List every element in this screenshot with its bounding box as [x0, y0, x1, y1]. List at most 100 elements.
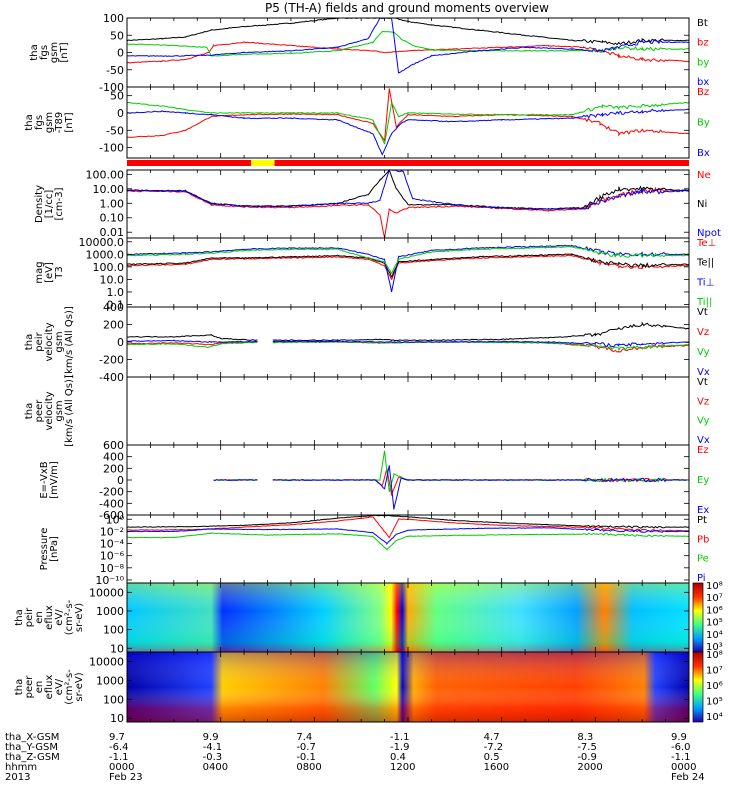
x-tick-label: 0000 [671, 762, 696, 773]
panel-frame [126, 376, 690, 446]
annotation-value: 9.9 [671, 732, 687, 743]
legend-entry: Te⊥ [696, 238, 716, 249]
y-tick-label: 10 [110, 642, 124, 655]
y-tick-label: 600 [103, 439, 124, 452]
y-axis-label-line: E=-VxB [39, 461, 50, 498]
date-label: Feb 24 [671, 772, 705, 783]
colorbar-tick-label: 10⁴ [706, 630, 723, 641]
y-tick-label: 10 [110, 712, 124, 725]
y-axis-label-line: sr-eV) [74, 672, 85, 701]
legend-entry: Vt [697, 377, 708, 388]
series-line-peir-velocity-Vx [126, 339, 689, 348]
y-axis-label-line: tha [24, 403, 35, 419]
y-axis-label-line: -T89 [54, 112, 65, 134]
legend-entry: Pe [697, 554, 709, 565]
y-tick-label: -200 [99, 354, 124, 367]
legend-entry: Vz [697, 327, 709, 338]
annotation-value: 4.7 [484, 732, 500, 743]
y-axis-label-line: fgs [39, 45, 50, 60]
y-tick-label: 1000.0 [86, 248, 125, 261]
annotation-row-label: 2013 [5, 772, 30, 783]
y-axis-label-line: [nPa] [49, 536, 60, 562]
y-axis-label-line: gsm [49, 42, 60, 63]
chart-title: P5 (TH-A) fields and ground moments over… [265, 1, 549, 15]
y-tick-label: 10⁻⁶ [100, 550, 125, 563]
legend-entry: by [697, 57, 709, 68]
y-tick-label: 100 [103, 693, 124, 706]
y-tick-label: -100 [99, 81, 124, 94]
y-axis-label-line: tha [14, 679, 25, 695]
legend-entry: Pt [697, 515, 707, 526]
colorbar-tick-label: 10⁶ [706, 681, 723, 692]
annotation-row-label: hhmm [5, 762, 37, 773]
series-line-temperature-Te⊥ [126, 254, 690, 280]
annotation-value: 7.4 [296, 732, 312, 743]
colorbar-tick-label: 10⁴ [706, 712, 723, 723]
series-line-fgs-bx [127, 17, 689, 74]
y-tick-label: -400 [99, 497, 124, 510]
series-line-efield-Ez [213, 468, 687, 497]
panel-frame [126, 86, 690, 159]
y-axis-label-line: [cm-3] [54, 187, 65, 220]
annotation-value: 9.9 [203, 732, 219, 743]
y-axis-label-line: tha [14, 609, 25, 625]
panel-fgs: 100 50 0 -50 -100 tha fgs gsm [nT] Bt bz by bx [29, 12, 709, 94]
y-axis-label: Density [1/cc] [cm-3] [34, 185, 65, 223]
y-tick-label: 1.00 [100, 197, 125, 210]
y-axis-label: mag [eV] T3 [34, 261, 65, 283]
legend-entry: Bt [697, 18, 708, 29]
y-axis-label-line: en [34, 681, 45, 694]
y-axis-label-line: [1/cc] [44, 190, 55, 219]
series-line-density-Npot [126, 169, 690, 210]
y-tick-label: 10.0 [100, 273, 125, 286]
y-tick-label: -100 [99, 142, 124, 155]
panel-density: 100.00 10.001.00 0.100.01 Density [1/cc] [cm-… [34, 168, 721, 239]
colorbar-peer-eflux: 10⁸ 10⁷ 10⁶ 10⁵ 10⁴ [692, 650, 723, 723]
panel-frame [126, 514, 690, 584]
legend-entry: Ey [697, 475, 709, 486]
colorbar-tick-label: 10⁷ [706, 666, 723, 677]
y-tick-label: 10000 [89, 655, 124, 668]
y-tick-label: 10⁻⁴ [100, 538, 125, 551]
y-axis-label-line: peir [24, 607, 35, 627]
colorbar-tick-label: 10³ [706, 642, 723, 653]
series-line-fgs-bz [126, 40, 690, 64]
y-axis-label-line: en [34, 611, 45, 624]
annotation-value: -1.1 [390, 732, 410, 743]
legend-entry: Ex [697, 505, 709, 516]
y-tick-label: 100 [103, 624, 124, 637]
annotation-value: -6.4 [109, 742, 129, 753]
y-tick-label: 400 [103, 451, 124, 464]
annotation-value: -0.1 [296, 752, 316, 763]
y-axis-label: tha fgs gsm [nT] [29, 42, 70, 63]
y-axis-label-line: Pressure [39, 528, 50, 571]
series-line-fgs-by [126, 30, 690, 57]
panel-frame [126, 17, 690, 88]
series-line-pressure-Pb [126, 516, 690, 539]
y-tick-label: -50 [106, 124, 124, 137]
legend-entry: Te|| [696, 258, 714, 269]
legend-entry: bx [697, 77, 709, 88]
y-tick-label: 10⁰ [106, 513, 125, 526]
y-tick-label: 400 [103, 301, 124, 314]
y-axis-label-line: (cm²-s- [64, 669, 75, 705]
legend-entry: Vx [697, 367, 710, 378]
y-axis-label-line: [eV] [44, 262, 55, 283]
y-tick-label: -400 [99, 371, 124, 384]
y-axis-label-line: gsm [54, 331, 65, 352]
y-tick-label: 0.01 [100, 226, 125, 239]
y-tick-label: 0 [117, 107, 124, 120]
annotation-value: -1.1 [109, 752, 129, 763]
annotation-value: -1.9 [390, 742, 410, 753]
colorbar-gradient [692, 582, 704, 653]
legend-entry: Ti⊥ [696, 277, 714, 288]
mode-bar-segment [251, 160, 275, 166]
series-line-temperature-Te|| [126, 253, 690, 278]
y-axis-label: tha peer velocity gsm [km/s (All Qs)] [24, 375, 75, 447]
y-axis-label-line: peir [34, 331, 45, 351]
y-axis-label-line: eflux [44, 605, 55, 630]
